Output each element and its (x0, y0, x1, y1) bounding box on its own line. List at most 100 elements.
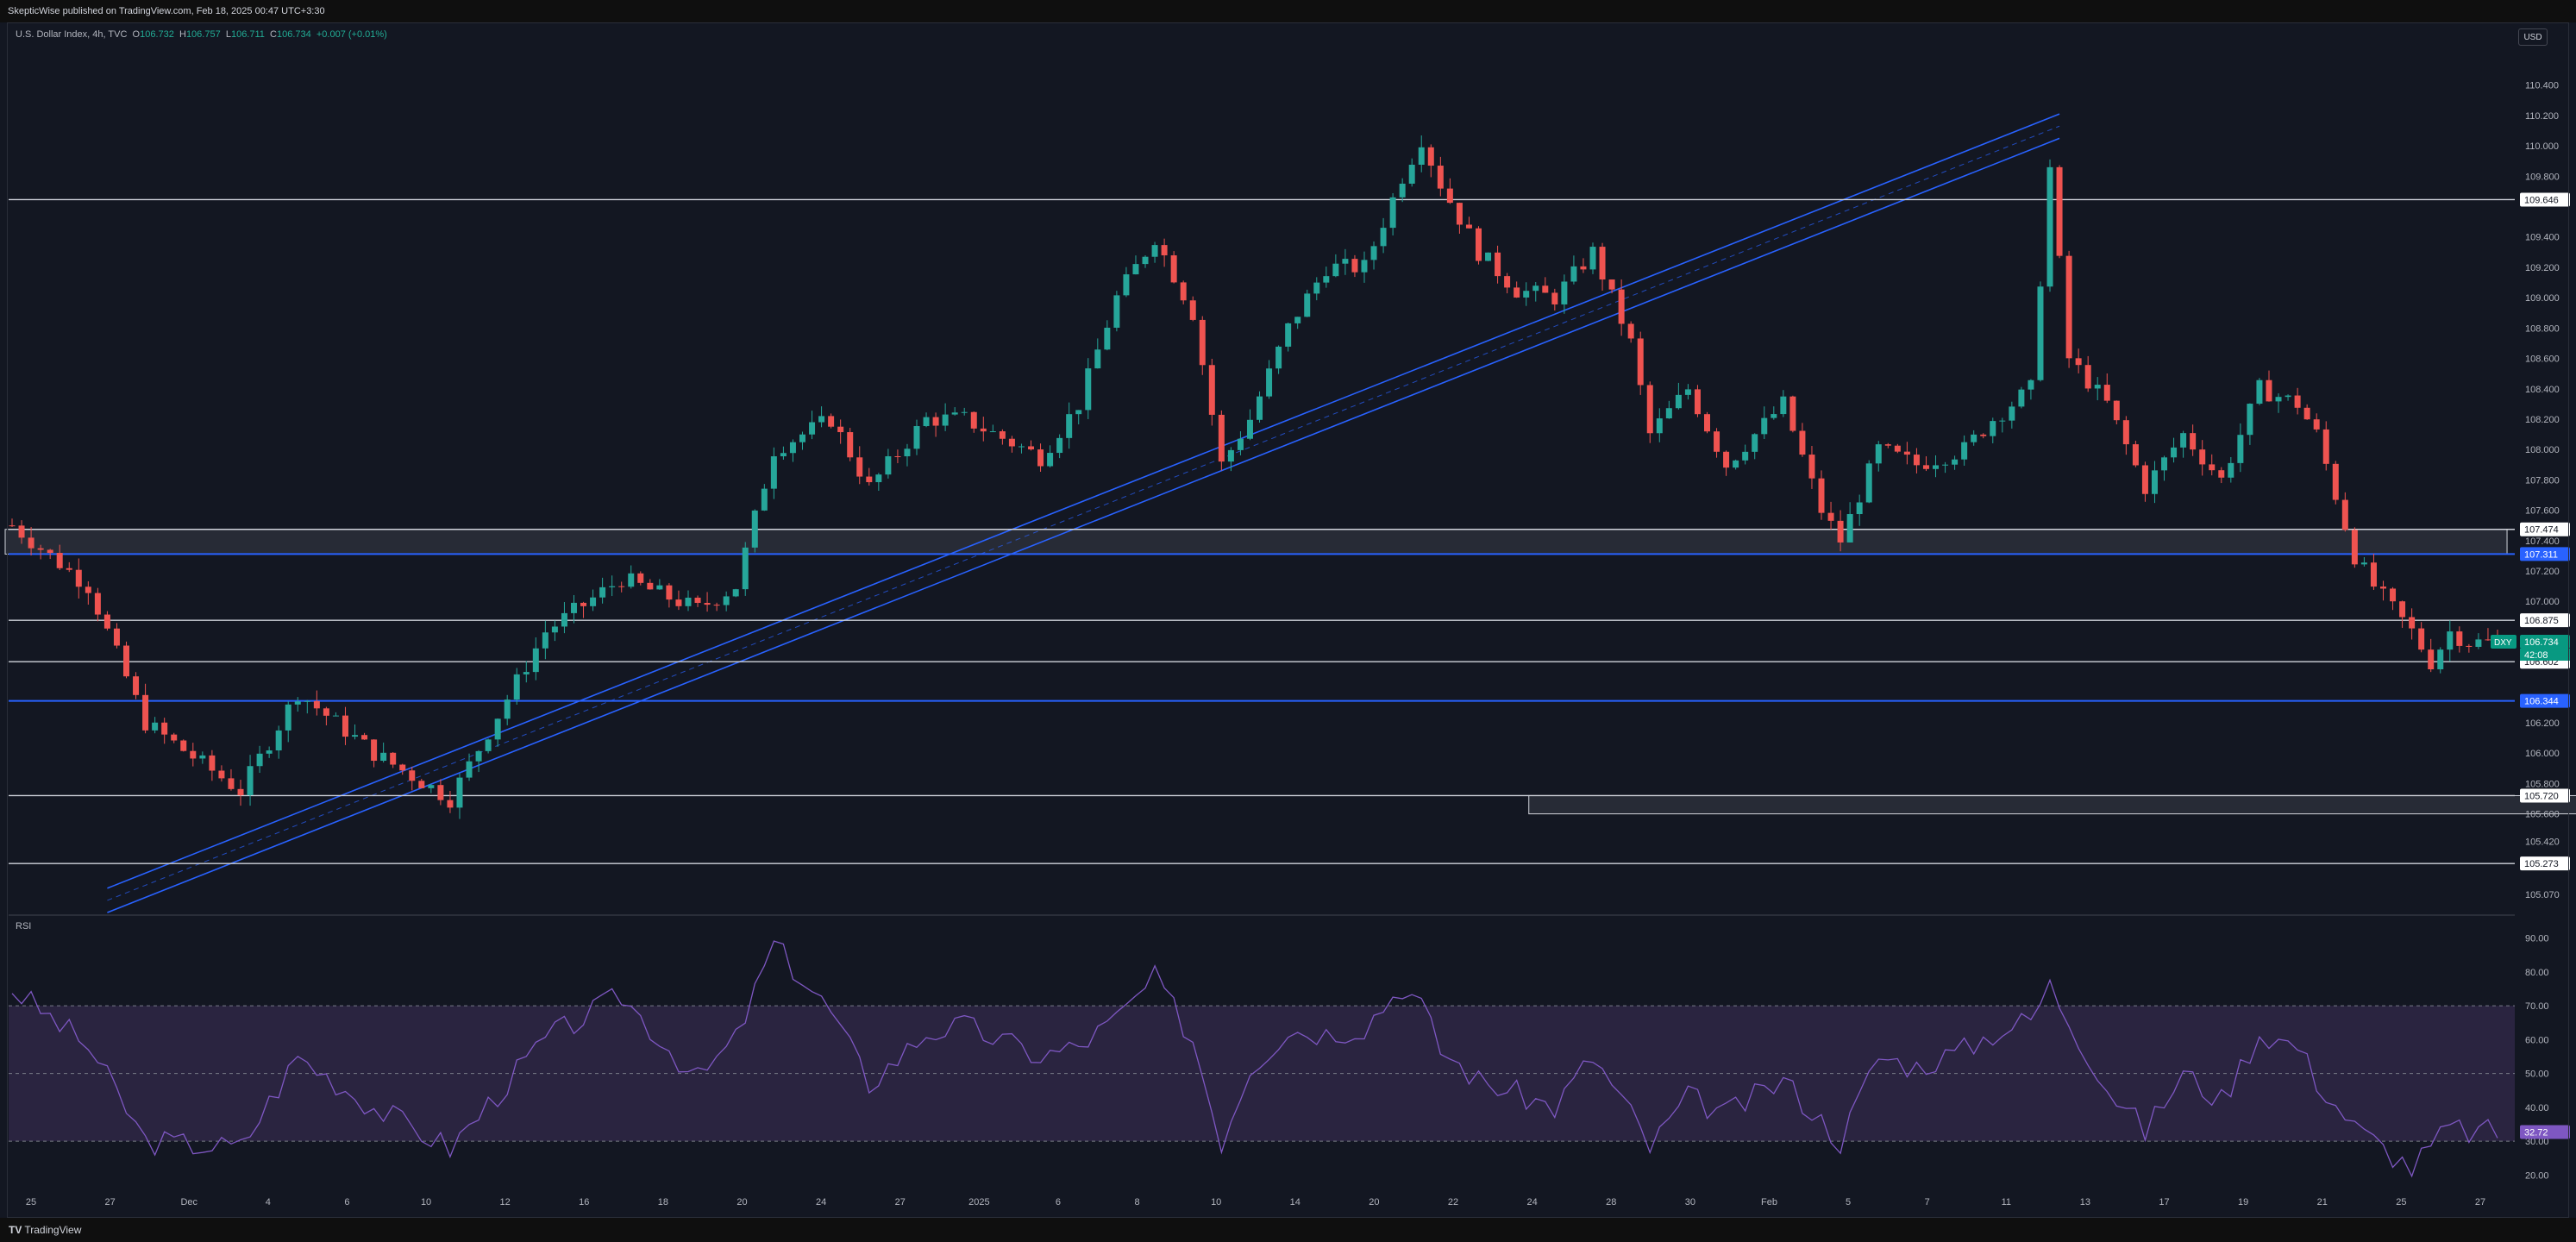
candle-body-215 (2056, 166, 2063, 256)
candle-body-154 (1475, 228, 1482, 261)
candle-body-2 (28, 537, 34, 549)
candle-body-17 (171, 734, 178, 741)
candle-body-199 (1903, 451, 1910, 455)
rsi-tick-40.00: 40.00 (2525, 1103, 2549, 1113)
candle-body-111 (1066, 414, 1073, 438)
candle-body-229 (2190, 433, 2197, 450)
candle-body-202 (1933, 465, 1940, 469)
candle-body-197 (1884, 444, 1891, 446)
candle-body-258 (2466, 645, 2473, 647)
candle-body-225 (2151, 470, 2158, 494)
candle-body-203 (1942, 464, 1949, 466)
level-tag-text-105.273: 105.273 (2524, 859, 2559, 869)
price-tick-108.600: 108.600 (2525, 354, 2560, 365)
candle-body-159 (1523, 291, 1530, 298)
change-value: +0.007 (+0.01%) (316, 29, 387, 40)
candle-body-59 (570, 602, 577, 613)
candle-body-82 (789, 442, 796, 454)
candle-body-163 (1561, 281, 1568, 304)
candle-body-36 (352, 735, 359, 737)
candle-body-1 (18, 525, 25, 538)
price-tick-107.200: 107.200 (2525, 567, 2560, 577)
candle-body-259 (2475, 639, 2482, 647)
candle-body-30 (294, 701, 301, 705)
candle-body-15 (152, 722, 159, 731)
candle-body-243 (2322, 429, 2329, 464)
candle-body-91 (875, 474, 882, 483)
candle-body-135 (1294, 317, 1301, 323)
candle-body-49 (475, 750, 482, 762)
candle-body-67 (647, 582, 654, 590)
candle-body-38 (371, 739, 378, 762)
low-label: L (225, 29, 231, 40)
rsi-tick-20.00: 20.00 (2525, 1170, 2549, 1181)
candle-body-71 (685, 597, 692, 606)
candle-body-221 (2113, 400, 2120, 421)
time-tick-19: 19 (2238, 1197, 2248, 1208)
candle-body-220 (2103, 385, 2110, 401)
price-tick-110.400: 110.400 (2525, 81, 2559, 91)
candle-body-42 (409, 770, 416, 781)
candle-body-181 (1733, 460, 1739, 468)
candle-body-141 (1351, 259, 1358, 273)
candle-body-79 (761, 488, 768, 511)
time-tick-27: 27 (895, 1197, 906, 1208)
publish-text: SkepticWise published on TradingView.com… (8, 6, 325, 16)
candle-body-200 (1913, 455, 1920, 466)
candle-body-98 (942, 414, 949, 426)
candle-body-52 (504, 699, 511, 719)
symbol-title: U.S. Dollar Index, 4h, TVC (16, 29, 128, 40)
candle-body-227 (2171, 447, 2178, 458)
candle-body-205 (1961, 442, 1968, 460)
time-tick-13: 13 (2080, 1197, 2090, 1208)
rsi-band (9, 1006, 2515, 1142)
candle-body-251 (2399, 601, 2406, 618)
candle-body-85 (818, 416, 825, 423)
candle-body-29 (285, 704, 291, 731)
footer-bar (0, 1218, 2576, 1242)
candle-body-162 (1551, 292, 1558, 304)
candle-body-114 (1094, 349, 1101, 369)
candle-body-32 (313, 700, 320, 709)
candle-body-13 (133, 676, 140, 695)
currency-button[interactable]: USD (2518, 28, 2548, 46)
candle-body-146 (1399, 183, 1406, 198)
candle-body-148 (1418, 147, 1425, 165)
candle-body-96 (923, 417, 930, 427)
candle-body-237 (2266, 380, 2272, 402)
price-tick-108.000: 108.000 (2525, 445, 2560, 455)
time-tick-2025: 2025 (968, 1197, 989, 1208)
candle-body-175 (1675, 394, 1682, 409)
candle-body-204 (1952, 459, 1959, 465)
time-tick-14: 14 (1290, 1197, 1301, 1208)
candle-body-177 (1694, 389, 1701, 415)
candle-body-107 (1028, 446, 1035, 450)
time-tick-20: 20 (736, 1197, 747, 1208)
candle-body-129 (1237, 438, 1244, 450)
candle-body-190 (1818, 478, 1825, 513)
time-tick-25: 25 (26, 1197, 36, 1208)
candle-body-110 (1056, 437, 1063, 454)
candle-body-28 (275, 730, 282, 751)
time-tick-24: 24 (816, 1197, 826, 1208)
tradingview-logo[interactable]: TV TradingView (9, 1224, 81, 1236)
candle-body-44 (428, 785, 435, 788)
candle-body-246 (2351, 530, 2358, 565)
candle-body-207 (1980, 434, 1987, 436)
candle-body-218 (2084, 365, 2091, 389)
candle-body-106 (1018, 446, 1025, 448)
candle-body-93 (894, 456, 901, 458)
channel-line-1 (107, 125, 2060, 901)
time-tick-10: 10 (1211, 1197, 1221, 1208)
candle-body-35 (342, 715, 348, 737)
time-tick-25: 25 (2396, 1197, 2406, 1208)
candle-body-184 (1761, 417, 1768, 435)
candle-body-11 (113, 628, 120, 646)
candle-body-86 (828, 416, 835, 427)
price-pane (9, 52, 2515, 913)
time-tick-10: 10 (421, 1197, 431, 1208)
candle-body-10 (103, 614, 110, 629)
candle-body-75 (723, 596, 730, 605)
candle-body-232 (2218, 470, 2225, 478)
